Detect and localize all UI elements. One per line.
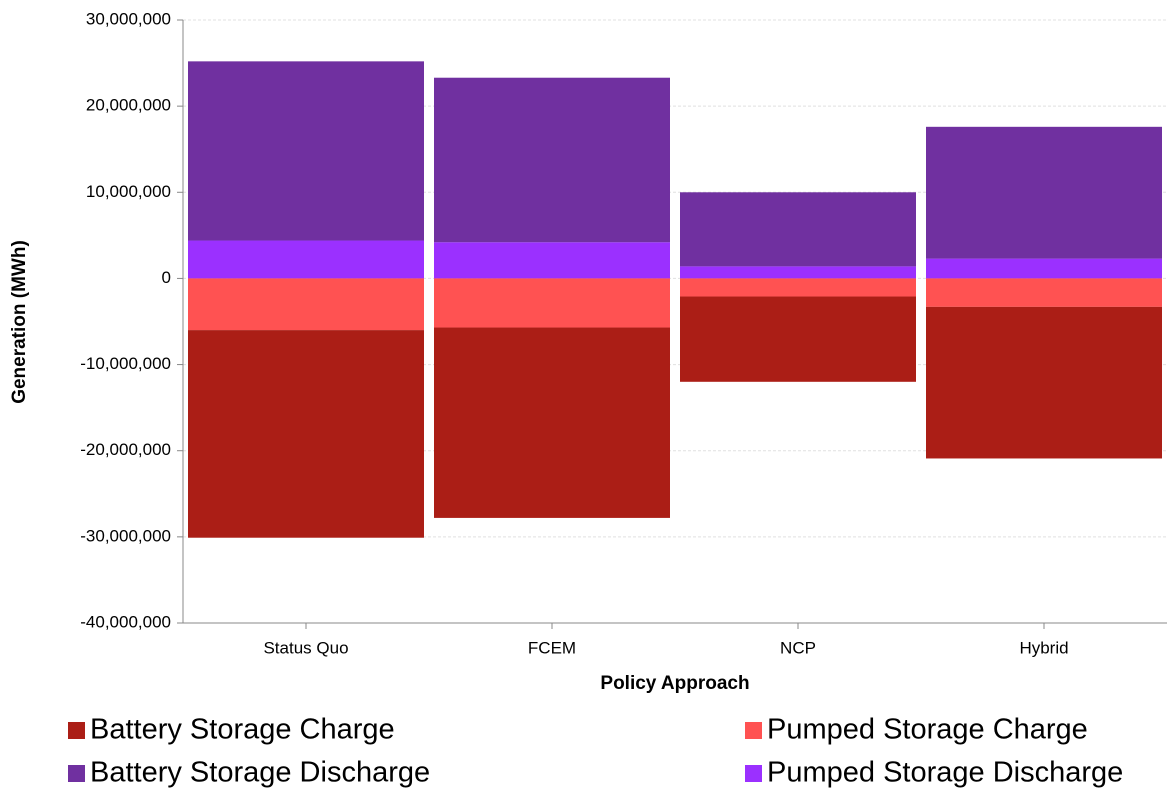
legend-swatch [745, 722, 762, 739]
legend-label: Pumped Storage Discharge [767, 757, 1123, 789]
bar-segment [680, 266, 916, 279]
x-tick-label: NCP [780, 638, 816, 657]
bar-segment [680, 296, 916, 382]
x-tick-label: Hybrid [1019, 638, 1068, 657]
x-axis-title: Policy Approach [600, 673, 749, 694]
y-tick-label: -10,000,000 [80, 354, 171, 373]
y-tick-label: 20,000,000 [86, 96, 171, 115]
bar-segment [188, 330, 424, 538]
bar-segment [188, 278, 424, 331]
bar-segment [680, 278, 916, 297]
legend-label: Battery Storage Discharge [90, 757, 430, 789]
y-axis-title: Generation (MWh) [9, 240, 30, 404]
legend-swatch [745, 765, 762, 782]
bar-segment [926, 278, 1162, 307]
y-tick-label: -30,000,000 [80, 526, 171, 545]
y-tick-label: 30,000,000 [86, 9, 171, 28]
bar-segment [188, 61, 424, 241]
y-tick-label: -20,000,000 [80, 440, 171, 459]
bar-segment [680, 192, 916, 267]
legend-swatch [68, 765, 85, 782]
bar-segment [434, 242, 670, 279]
legend-swatch [68, 722, 85, 739]
legend-label: Pumped Storage Charge [767, 714, 1088, 746]
bar-segment [926, 126, 1162, 259]
x-tick-label: FCEM [528, 638, 576, 657]
bar-segment [434, 327, 670, 518]
x-tick-label: Status Quo [263, 638, 348, 657]
y-tick-label: -40,000,000 [80, 612, 171, 631]
y-tick-label: 10,000,000 [86, 182, 171, 201]
bar-segment [434, 278, 670, 328]
bar-segment [188, 240, 424, 279]
bar-segment [926, 306, 1162, 459]
bar-segment [926, 258, 1162, 279]
bar-segment [434, 77, 670, 243]
y-tick-label: 0 [162, 268, 171, 287]
legend-label: Battery Storage Charge [90, 714, 395, 746]
